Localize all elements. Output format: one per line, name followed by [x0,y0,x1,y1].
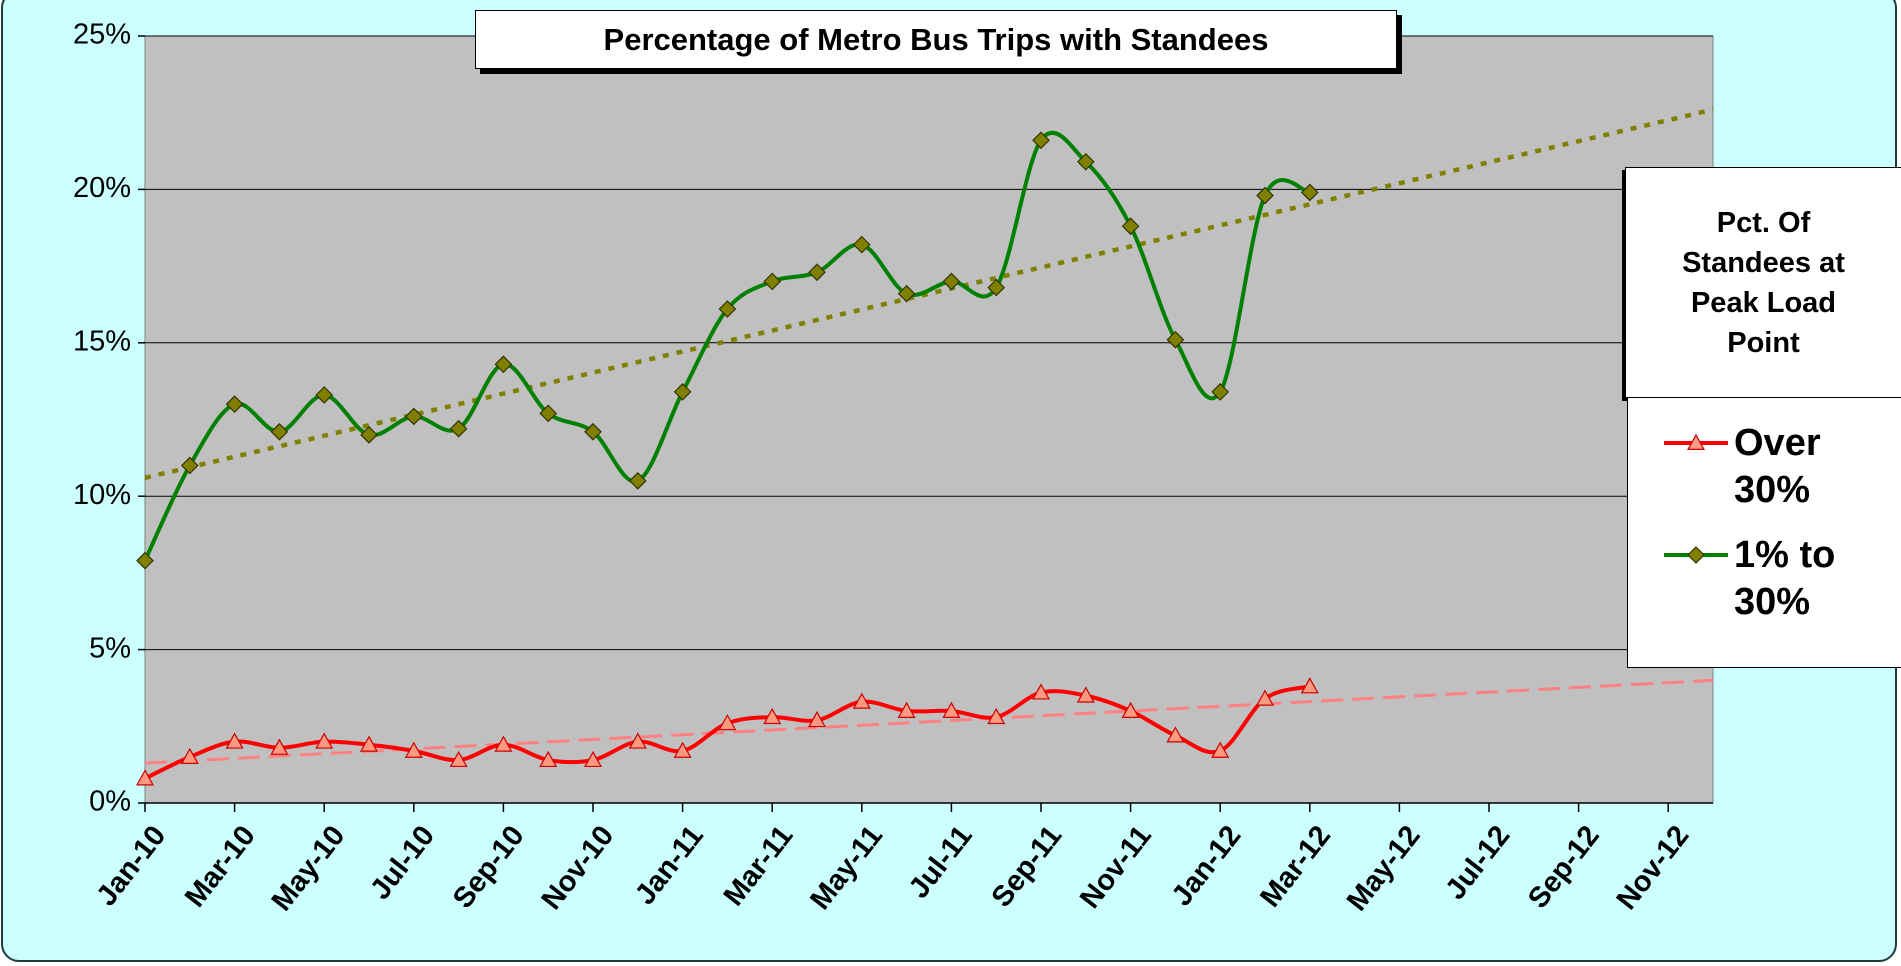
data-point [942,272,961,291]
legend: Over 30% 1% to 30% [1627,398,1901,668]
data-point [270,422,289,441]
legend-swatch [1664,433,1728,450]
data-point [494,355,513,374]
data-point [1076,686,1095,703]
x-tick-label: Sep-12 [1522,820,1606,915]
data-point [673,741,692,758]
data-point [225,395,244,414]
data-point [807,710,827,728]
data-point [987,278,1006,297]
y-tick-label: 20% [73,172,131,204]
x-tick-label: Nov-10 [536,820,621,916]
x-tick-label: Nov-11 [1074,820,1158,915]
data-point [987,707,1006,725]
data-point [1121,217,1140,236]
legend-label: Over 30% [1734,422,1821,511]
data-point [673,383,692,401]
data-point [1300,677,1319,694]
data-point [1166,726,1185,743]
data-point [1300,183,1319,202]
data-point [897,284,916,303]
data-point [808,263,826,282]
data-point [315,732,334,749]
y-tick-label: 25% [73,19,131,51]
legend-entry: Over 30% [1664,420,1864,514]
data-point [628,732,647,749]
legend-title-box: Pct. Of Standees at Peak Load Point [1625,167,1901,398]
data-point [1121,701,1140,718]
x-tick-label: Jul-12 [1439,820,1516,906]
data-point [404,407,423,426]
data-point [628,472,647,490]
x-tick-label: Sep-11 [985,820,1068,913]
plot-area [144,35,1714,804]
data-point [1166,330,1185,349]
x-tick-label: Nov-12 [1611,820,1696,916]
data-point [852,235,871,254]
data-point [225,732,244,749]
data-point [360,425,378,444]
x-tick-label: Mar-11 [718,820,800,912]
x-tick-label: Jan-11 [629,820,710,911]
data-point [315,386,334,404]
data-point [404,741,423,758]
x-tick-label: Jan-10 [90,820,172,912]
data-point [897,701,916,718]
data-point [1211,741,1230,758]
x-tick-label: Mar-12 [1254,820,1337,913]
data-point [718,713,737,731]
data-point [763,272,782,291]
y-tick-label: 5% [89,632,131,664]
data-point [180,747,199,764]
x-tick-label: Jan-12 [1166,820,1248,912]
data-point [1256,186,1274,205]
y-tick-label: 15% [73,325,131,357]
data-point [539,404,558,423]
data-point [852,692,871,709]
legend-swatch [1664,546,1728,564]
data-point [359,735,379,752]
data-point [180,456,199,475]
legend-entry: 1% to 30% [1664,532,1864,626]
data-point [763,707,782,725]
data-point [1076,152,1095,171]
legend-marker [1687,546,1705,564]
series-line [143,130,1311,562]
data-point [449,750,468,768]
data-point [1032,131,1050,150]
data-point [270,738,289,755]
x-tick-label: May-12 [1341,820,1427,917]
data-point [1031,683,1051,700]
x-tick-label: May-10 [266,820,352,917]
data-point [449,419,468,438]
data-point [584,422,602,441]
data-point [539,750,558,768]
data-point [942,701,961,718]
y-tick-label: 0% [89,786,131,818]
x-tick-label: Mar-10 [179,820,262,913]
x-tick-label: May-11 [804,820,889,916]
x-tick-label: Sep-10 [447,820,531,915]
data-point [1255,689,1275,706]
data-point [583,750,603,768]
legend-marker [1686,433,1706,450]
y-tick-label: 10% [73,479,131,511]
data-point [136,551,154,570]
x-tick-label: Jul-10 [364,820,441,906]
chart-title: Percentage of Metro Bus Trips with Stand… [475,10,1397,69]
legend-title: Pct. Of Standees at Peak Load Point [1682,206,1845,359]
data-point [1211,383,1230,401]
legend-label: 1% to 30% [1734,534,1836,623]
data-point [718,300,737,318]
data-point [135,769,155,786]
x-tick-label: Jul-11 [903,820,979,904]
data-point [494,735,513,752]
